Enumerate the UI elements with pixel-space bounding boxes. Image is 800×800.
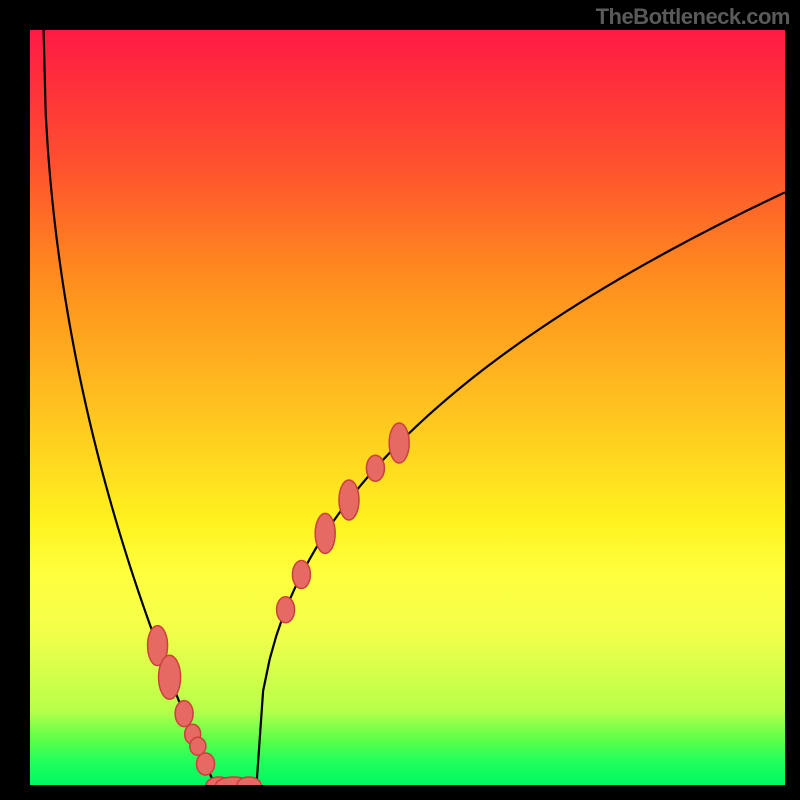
curve-marker <box>175 701 193 727</box>
curve-marker <box>292 561 310 589</box>
curve-marker <box>339 480 359 520</box>
curve-marker <box>159 655 181 699</box>
bottleneck-chart <box>30 30 785 785</box>
curve-marker <box>366 455 384 481</box>
curve-marker <box>277 597 295 623</box>
curve-marker <box>389 423 409 463</box>
watermark-label: TheBottleneck.com <box>596 4 790 30</box>
curve-marker <box>197 753 215 775</box>
chart-background <box>30 30 785 785</box>
curve-marker <box>315 513 335 553</box>
